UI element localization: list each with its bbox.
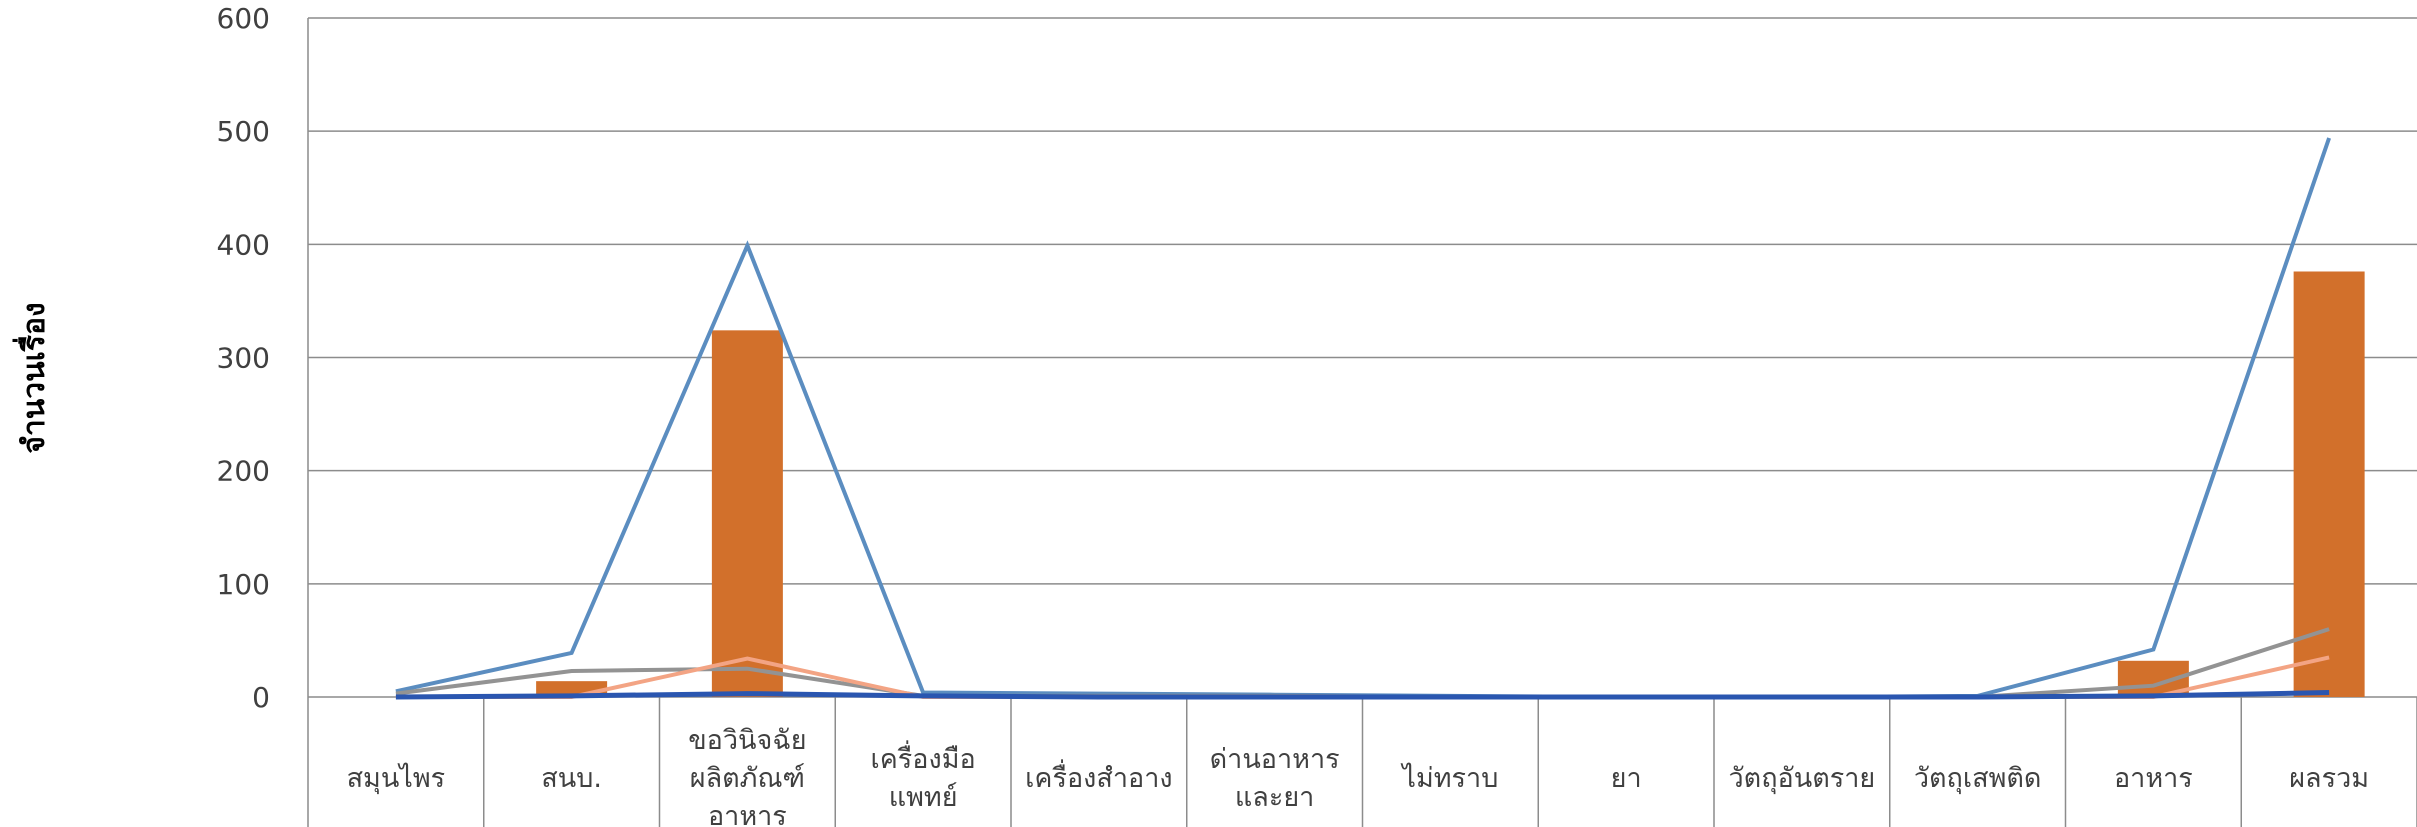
- series-line: [395, 627, 2330, 699]
- x-category-label: ผลรวม: [2289, 763, 2369, 794]
- y-tick-labels: 0 100 200 300 400 500 600: [217, 2, 270, 714]
- line-series: [395, 137, 2331, 700]
- series-line: [395, 690, 2330, 700]
- x-category-label: เครื่องมือ: [871, 740, 976, 775]
- bar: [711, 330, 783, 697]
- x-category-label: วัตถุเสพติด: [1914, 763, 2042, 795]
- x-category-label: อาหาร: [708, 801, 787, 827]
- y-tick-label: 500: [217, 115, 270, 148]
- x-category-label: ผลิตภัณฑ์: [690, 762, 805, 794]
- x-category-label: อาหาร: [2114, 763, 2193, 794]
- x-category-label: สมุนไพร: [347, 763, 446, 795]
- y-tick-label: 200: [217, 455, 270, 488]
- x-category-label: และยา: [1235, 782, 1314, 813]
- y-tick-label: 400: [217, 228, 270, 261]
- gridlines: [308, 17, 2417, 585]
- x-category-label: ขอวินิจฉัย: [688, 725, 806, 756]
- series-line: [395, 137, 2331, 699]
- y-tick-label: 300: [217, 342, 270, 375]
- x-category-label: ด่านอาหาร: [1210, 744, 1340, 775]
- x-category-label: ไม่ทราบ: [1400, 763, 1498, 794]
- axes: [307, 18, 2417, 827]
- y-tick-label: 0: [252, 681, 270, 714]
- x-category-label: เครื่องสำอาง: [1025, 759, 1172, 794]
- x-category-labels: สมุนไพร สนบ.ขอวินิจฉัยผลิตภัณฑ์อาหารเครื่…: [347, 725, 2369, 827]
- y-axis-label: จำนวนเรื่อง: [12, 302, 52, 453]
- bar-series: [536, 271, 2365, 697]
- y-tick-label: 600: [217, 2, 270, 35]
- y-tick-label: 100: [217, 568, 270, 601]
- x-category-label: แพทย์: [889, 781, 958, 813]
- x-category-label: วัตถุอันตราย: [1729, 763, 1876, 795]
- bar: [2293, 271, 2365, 697]
- x-category-label: ยา: [1611, 763, 1642, 794]
- x-category-label: สนบ.: [541, 763, 602, 794]
